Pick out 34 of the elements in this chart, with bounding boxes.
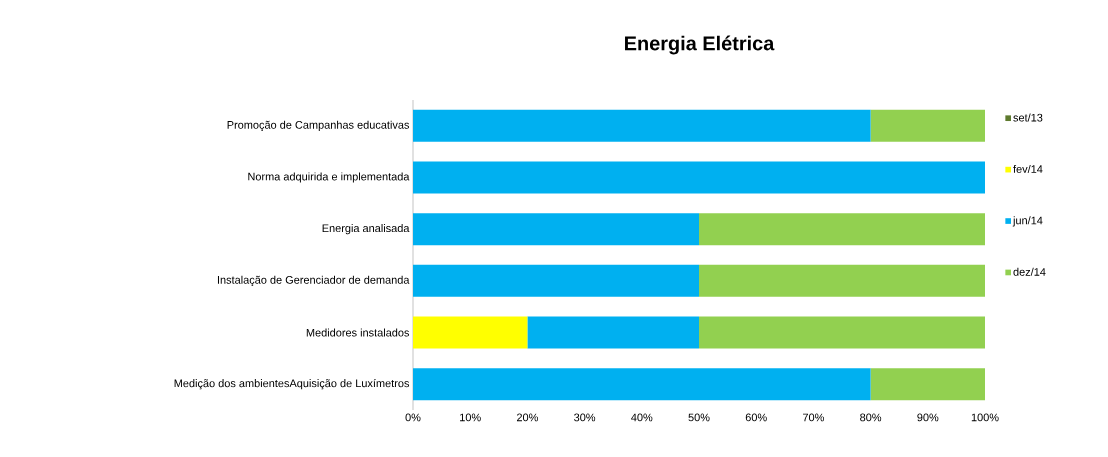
legend-label: fev/14 [1013, 164, 1043, 173]
bar [413, 316, 528, 349]
x-tick-label: 80% [860, 413, 882, 422]
legend-label: jun/14 [1012, 216, 1043, 227]
y-tick-label: Medição dos ambientesAquisição de Luxímetros [174, 378, 410, 390]
bar [413, 368, 871, 401]
x-tick-label: 90% [917, 413, 939, 422]
x-tick-label: 60% [745, 413, 767, 422]
bar [699, 316, 986, 349]
y-tick-label: Energia analisada [322, 224, 410, 235]
y-tick-label: Promoção de Campanhas educativas [227, 120, 410, 131]
bar [699, 213, 986, 246]
bar [413, 264, 699, 297]
x-tick-label: 10% [460, 413, 481, 422]
chart-title: Energia Elétrica [625, 35, 775, 55]
legend-label: set/13 [1013, 113, 1043, 122]
x-tick-label: 0% [405, 413, 421, 422]
bar [413, 161, 986, 194]
x-tick-label: 100% [971, 413, 999, 422]
x-tick-label: 20% [516, 413, 538, 422]
bar [699, 264, 986, 297]
bar [413, 213, 699, 246]
bar [870, 109, 986, 142]
legend-label: dez/14 [1013, 267, 1046, 276]
y-tick-label: Instalação de Gerenciador de demanda [217, 275, 410, 286]
bar [870, 368, 986, 401]
y-tick-label: Norma adquirida e implementada [248, 172, 410, 183]
bar [527, 316, 699, 349]
x-tick-label: 40% [631, 413, 653, 422]
y-tick-label: Medidores instalados [306, 328, 410, 337]
x-tick-label: 30% [574, 413, 596, 422]
bar [413, 109, 871, 142]
x-tick-label: 70% [803, 413, 824, 422]
x-tick-label: 50% [688, 413, 710, 422]
